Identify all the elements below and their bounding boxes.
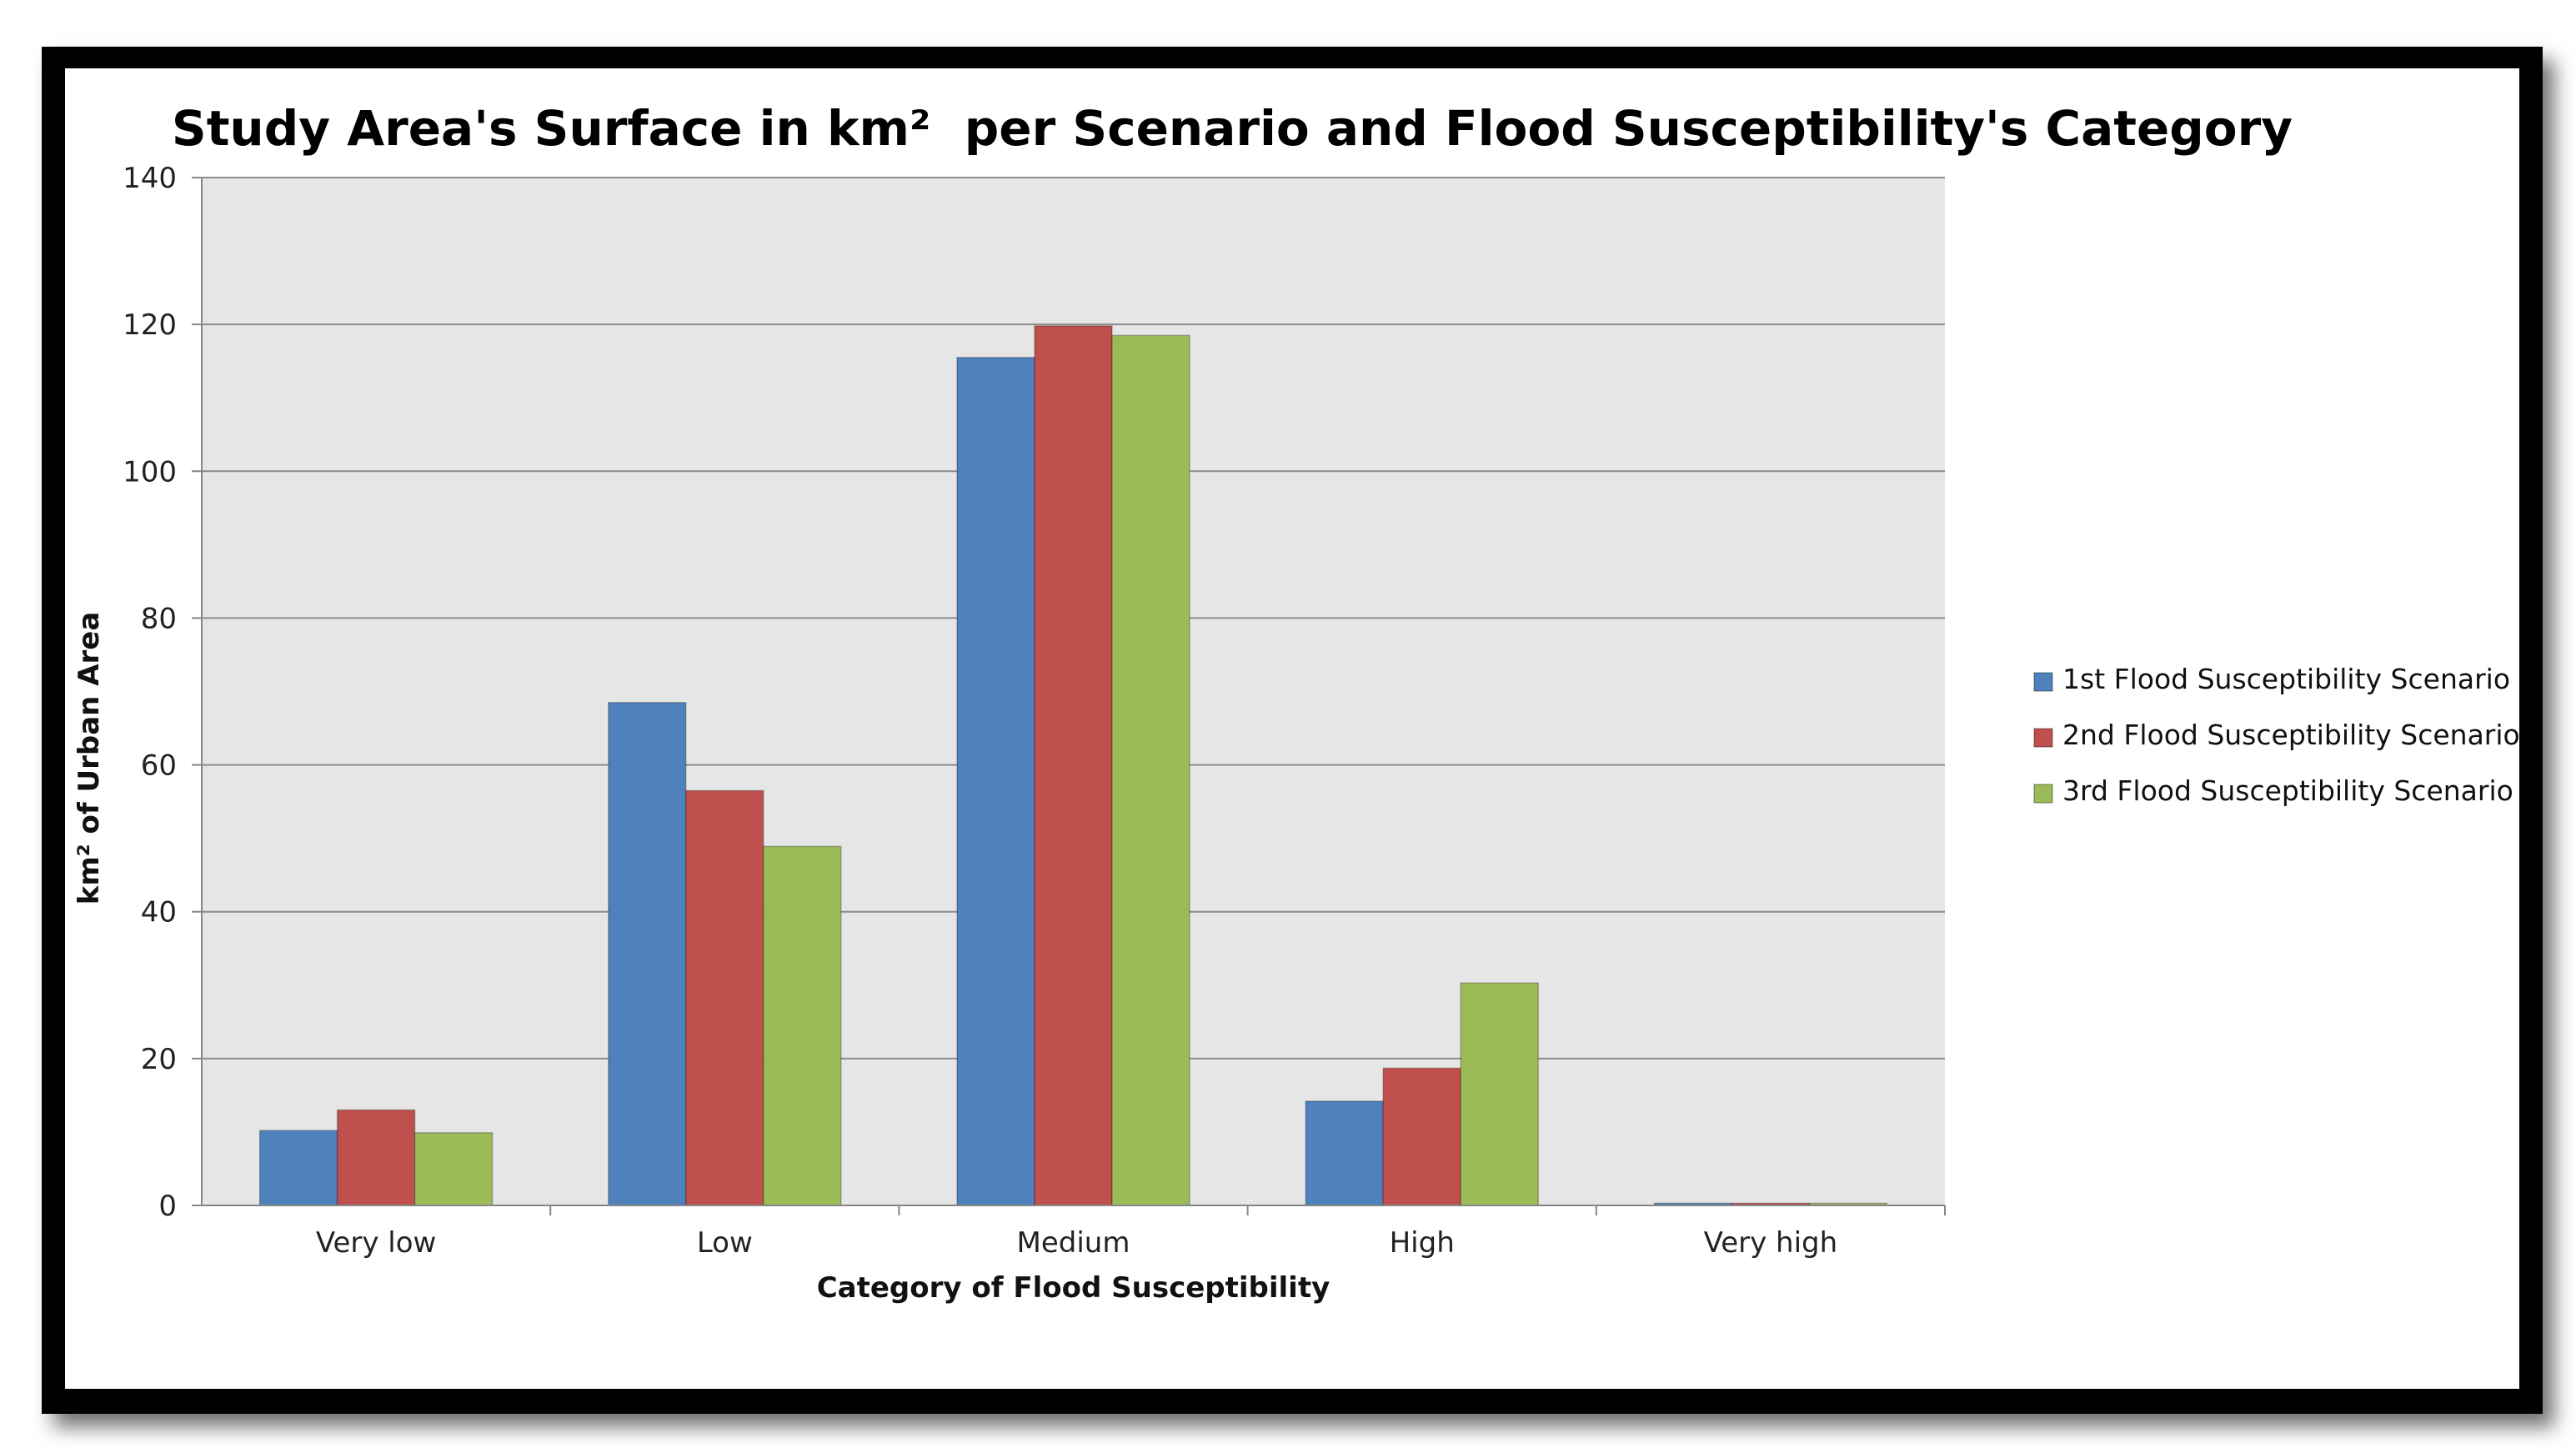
legend-label-3: 3rd Flood Susceptibility Scenario xyxy=(2062,774,2513,807)
legend-swatch-3 xyxy=(2033,784,2053,804)
bar-high-series-2 xyxy=(1382,1067,1461,1206)
chart-title: Study Area's Surface in km² per Scenario… xyxy=(172,100,2293,157)
y-tick-label: 40 xyxy=(141,896,177,929)
chart-area: Study Area's Surface in km² per Scenario… xyxy=(65,68,2519,1389)
legend-swatch-2 xyxy=(2033,728,2053,748)
x-tick-label: Low xyxy=(697,1226,753,1260)
x-tick-label: Very high xyxy=(1704,1226,1838,1260)
y-tick-label: 0 xyxy=(158,1190,177,1223)
bar-medium-series-2 xyxy=(1034,325,1113,1206)
bar-medium-series-3 xyxy=(1111,334,1190,1206)
bar-very-low-series-1 xyxy=(258,1130,338,1206)
bar-very-low-series-2 xyxy=(336,1109,416,1206)
y-tick-label: 60 xyxy=(141,749,177,783)
y-tick-label: 80 xyxy=(141,602,177,635)
y-tick-label: 120 xyxy=(123,308,177,342)
bar-low-series-1 xyxy=(608,701,687,1206)
bar-medium-series-1 xyxy=(956,357,1035,1206)
bar-low-series-3 xyxy=(763,845,842,1206)
legend-label-2: 2nd Flood Susceptibility Scenario xyxy=(2062,719,2519,751)
x-tick-label: Very low xyxy=(316,1226,437,1260)
y-tick-label: 20 xyxy=(141,1043,177,1076)
bar-low-series-2 xyxy=(685,789,764,1206)
x-tick-label: High xyxy=(1390,1226,1455,1260)
x-axis-title: Category of Flood Susceptibility xyxy=(817,1271,1331,1305)
axes: 0 20 40 60 80 100 120 140 Very low Low Medium High V… xyxy=(123,162,1946,1260)
bar-very-low-series-3 xyxy=(413,1132,494,1206)
bar-chart: Study Area's Surface in km² per Scenario… xyxy=(73,100,2519,1305)
bar-high-series-3 xyxy=(1460,982,1539,1206)
x-tick-label: Medium xyxy=(1017,1226,1130,1260)
bars xyxy=(258,325,1888,1206)
y-tick-label: 100 xyxy=(123,455,177,489)
y-tick-label: 140 xyxy=(123,162,177,195)
legend-swatch-1 xyxy=(2033,672,2053,692)
legend-label-1: 1st Flood Susceptibility Scenario xyxy=(2062,663,2510,695)
y-axis-title: km² of Urban Area xyxy=(73,612,106,905)
bar-high-series-1 xyxy=(1305,1100,1384,1206)
legend: 1st Flood Susceptibility Scenario 2nd Flo… xyxy=(2033,663,2519,807)
